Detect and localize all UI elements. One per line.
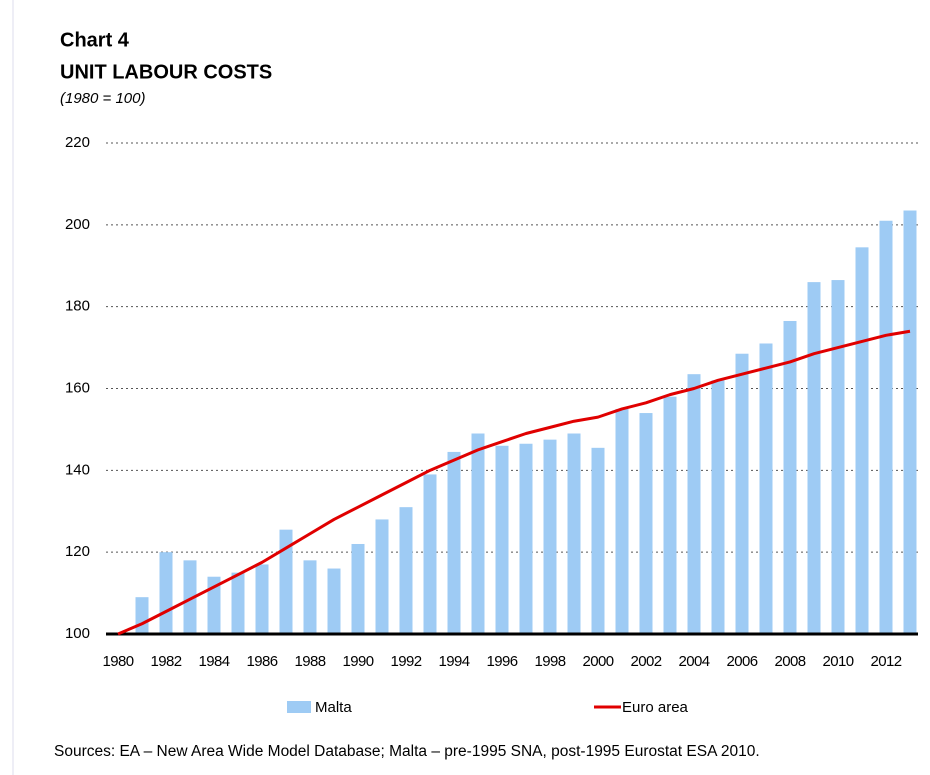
bar	[807, 282, 821, 634]
bar	[375, 519, 389, 634]
y-tick-label: 120	[65, 543, 90, 560]
bar	[327, 568, 341, 634]
bar	[279, 529, 293, 634]
chart-subtitle: UNIT LABOUR COSTS	[60, 61, 272, 83]
x-tick-label: 1998	[535, 653, 566, 670]
bar	[759, 343, 773, 634]
x-tick-label: 1982	[151, 653, 182, 670]
y-tick-label: 200	[65, 216, 90, 233]
legend-label: Euro area	[622, 699, 689, 716]
bar	[639, 413, 653, 634]
line	[117, 329, 911, 636]
source: Sources: EA – New Area Wide Model Databa…	[54, 743, 760, 760]
bar	[231, 572, 245, 634]
legend-label: Malta	[315, 699, 352, 716]
x-tick-label: 2006	[727, 653, 758, 670]
bar	[495, 445, 509, 634]
x-tick-label: 2000	[583, 653, 614, 670]
y-tick-label: 220	[65, 134, 90, 151]
y-tick-label: 180	[65, 298, 90, 315]
x-tick-label: 1986	[247, 653, 278, 670]
bar	[399, 507, 413, 634]
bar	[663, 396, 677, 634]
bar	[159, 552, 173, 634]
bar	[543, 439, 557, 634]
x-tick-label: 2002	[631, 653, 662, 670]
bar	[567, 433, 581, 634]
bar	[687, 374, 701, 634]
bar	[471, 433, 485, 634]
bar	[183, 560, 197, 634]
bar	[615, 408, 629, 634]
bar	[735, 353, 749, 634]
bar	[447, 451, 461, 634]
bar	[783, 320, 797, 634]
x-tick-label: 1984	[199, 653, 230, 670]
x-tick-label: 1992	[391, 653, 422, 670]
x-tick-label: 1996	[487, 653, 518, 670]
bar	[831, 280, 845, 634]
y-tick-label: 100	[65, 625, 90, 642]
x-tick-label: 1990	[343, 653, 374, 670]
x-tick-label: 2012	[871, 653, 902, 670]
x-tick-label: 2010	[823, 653, 854, 670]
x-tick-label: 2004	[679, 653, 710, 670]
bar	[711, 380, 725, 634]
x-tick-label: 1988	[295, 653, 326, 670]
bar	[135, 597, 149, 634]
bar	[903, 210, 917, 634]
bar	[855, 247, 869, 634]
bar	[255, 564, 269, 634]
chart-note: (1980 = 100)	[60, 90, 145, 107]
bar	[519, 443, 533, 634]
bar	[207, 576, 221, 634]
y-tick-label: 140	[65, 461, 90, 478]
bar	[303, 560, 317, 634]
y-tick-label: 160	[65, 379, 90, 396]
x-tick-label: 2008	[775, 653, 806, 670]
bar	[879, 220, 893, 634]
bar	[591, 447, 605, 634]
legend-swatch	[287, 701, 311, 713]
chart-title: Chart 4	[60, 29, 130, 51]
x-tick-label: 1994	[439, 653, 470, 670]
x-tick-label: 1980	[103, 653, 134, 670]
bar	[351, 543, 365, 634]
bar	[423, 474, 437, 634]
